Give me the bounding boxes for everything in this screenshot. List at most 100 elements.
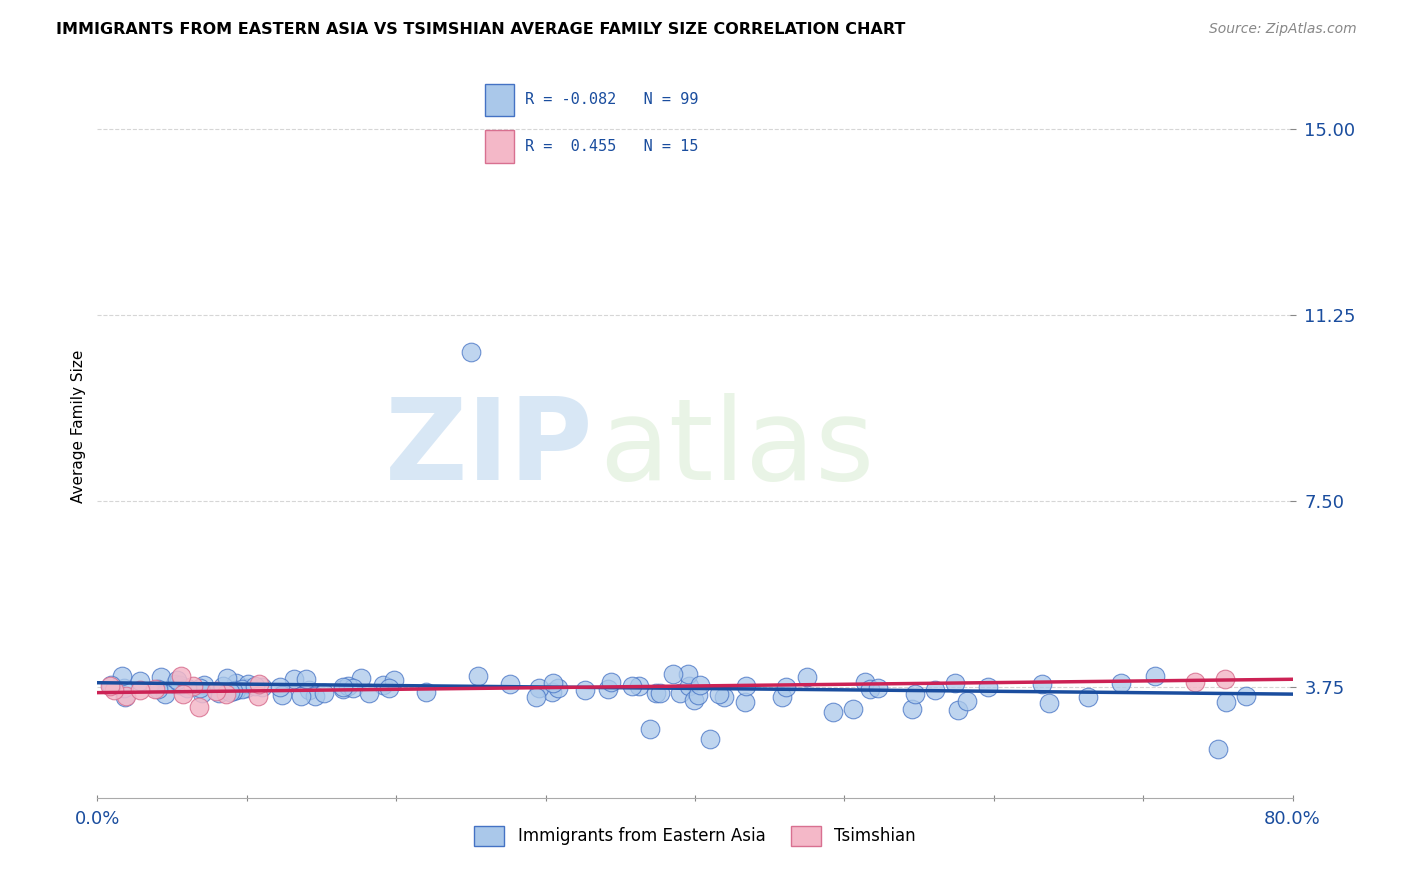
Point bbox=[1234, 689, 1257, 703]
Point bbox=[100, 678, 122, 692]
Point bbox=[709, 687, 731, 701]
Point bbox=[128, 673, 150, 688]
Point bbox=[332, 682, 354, 697]
Point bbox=[859, 682, 882, 697]
Point bbox=[166, 673, 188, 687]
Point bbox=[143, 681, 166, 696]
Point bbox=[312, 685, 335, 699]
Point bbox=[172, 687, 194, 701]
Point bbox=[415, 684, 437, 698]
Point bbox=[598, 681, 620, 696]
Point bbox=[382, 673, 405, 687]
Point bbox=[734, 695, 756, 709]
Text: ZIP: ZIP bbox=[385, 393, 593, 505]
Point bbox=[948, 702, 970, 716]
Point bbox=[217, 671, 239, 685]
Point bbox=[337, 679, 360, 693]
Point bbox=[900, 702, 922, 716]
Point bbox=[238, 677, 260, 691]
Point bbox=[1031, 677, 1053, 691]
Point bbox=[190, 681, 212, 695]
Point bbox=[686, 688, 709, 702]
Point bbox=[205, 684, 228, 698]
Point bbox=[699, 731, 721, 746]
Point bbox=[1038, 696, 1060, 710]
Point bbox=[250, 681, 273, 695]
Point bbox=[114, 690, 136, 704]
Point bbox=[269, 680, 291, 694]
Point bbox=[648, 686, 671, 700]
Point bbox=[298, 683, 321, 698]
Point bbox=[541, 676, 564, 690]
Point bbox=[208, 686, 231, 700]
Point bbox=[904, 687, 927, 701]
Point bbox=[129, 683, 152, 698]
Point bbox=[115, 690, 138, 704]
Point bbox=[1215, 695, 1237, 709]
Point bbox=[924, 683, 946, 698]
Point bbox=[247, 690, 270, 704]
Point bbox=[842, 702, 865, 716]
Point bbox=[644, 686, 666, 700]
Point bbox=[290, 689, 312, 703]
Point bbox=[176, 681, 198, 695]
Y-axis label: Average Family Size: Average Family Size bbox=[72, 350, 86, 503]
Point bbox=[294, 673, 316, 687]
Legend: Immigrants from Eastern Asia, Tsimshian: Immigrants from Eastern Asia, Tsimshian bbox=[474, 826, 915, 846]
Point bbox=[1184, 674, 1206, 689]
Point bbox=[600, 675, 623, 690]
Point bbox=[191, 685, 214, 699]
Point bbox=[943, 676, 966, 690]
Point bbox=[215, 687, 238, 701]
Point bbox=[1077, 690, 1099, 704]
Point bbox=[212, 679, 235, 693]
Point bbox=[193, 678, 215, 692]
Point bbox=[98, 679, 121, 693]
Point bbox=[148, 681, 170, 696]
Point bbox=[775, 680, 797, 694]
Point bbox=[547, 681, 569, 695]
Point bbox=[225, 675, 247, 690]
Point bbox=[956, 694, 979, 708]
Point bbox=[499, 677, 522, 691]
Point bbox=[103, 683, 125, 698]
Point bbox=[271, 688, 294, 702]
Point bbox=[111, 668, 134, 682]
Point bbox=[377, 681, 399, 695]
Text: atlas: atlas bbox=[599, 393, 875, 505]
Point bbox=[371, 678, 394, 692]
Point bbox=[669, 686, 692, 700]
Point bbox=[467, 669, 489, 683]
Point bbox=[1213, 673, 1236, 687]
Point bbox=[713, 690, 735, 704]
Point bbox=[627, 679, 650, 693]
Point bbox=[638, 722, 661, 736]
Point bbox=[188, 699, 211, 714]
Point bbox=[676, 666, 699, 681]
Point bbox=[218, 685, 240, 699]
Point bbox=[735, 679, 758, 693]
Point bbox=[304, 689, 326, 703]
Point bbox=[349, 671, 371, 685]
Point bbox=[527, 681, 550, 695]
Point bbox=[342, 681, 364, 696]
Point bbox=[853, 675, 876, 690]
Point bbox=[541, 685, 564, 699]
Point bbox=[524, 690, 547, 704]
Point bbox=[1144, 669, 1167, 683]
Point bbox=[231, 681, 253, 696]
Point bbox=[149, 670, 172, 684]
Point bbox=[169, 678, 191, 692]
Point bbox=[332, 680, 354, 694]
Point bbox=[460, 345, 482, 359]
Point bbox=[181, 679, 204, 693]
Point bbox=[689, 678, 711, 692]
Text: Source: ZipAtlas.com: Source: ZipAtlas.com bbox=[1209, 22, 1357, 37]
Point bbox=[235, 681, 257, 696]
Point bbox=[153, 687, 176, 701]
Point bbox=[247, 677, 270, 691]
Point bbox=[283, 673, 305, 687]
Point bbox=[866, 681, 889, 696]
Point bbox=[620, 680, 643, 694]
Point bbox=[222, 684, 245, 698]
